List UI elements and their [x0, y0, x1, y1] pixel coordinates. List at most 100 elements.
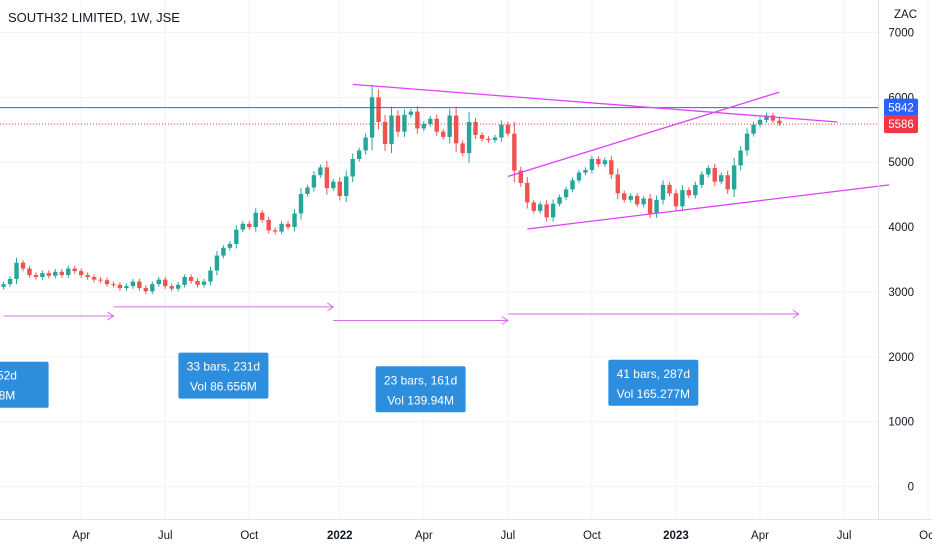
- measure-box: 33 bars, 231d Vol 86.656M: [178, 352, 269, 399]
- measure-box: 252d 58M: [0, 361, 49, 408]
- candle: [499, 120, 504, 142]
- candle-body: [563, 189, 569, 198]
- chart-grid: [0, 0, 929, 519]
- candle-body: [473, 121, 478, 135]
- candle: [770, 112, 776, 124]
- candle-body: [770, 115, 776, 121]
- price-tick-label: 1000: [888, 417, 914, 429]
- candle: [447, 108, 452, 144]
- candle-body: [85, 275, 90, 278]
- candle-body: [725, 175, 730, 190]
- candle-body: [589, 158, 595, 170]
- candle-body: [466, 121, 472, 154]
- candle-body: [124, 286, 129, 289]
- candle: [182, 274, 187, 288]
- candle-body: [531, 202, 536, 211]
- candle-body: [324, 167, 330, 189]
- candle: [719, 172, 724, 185]
- candle: [654, 195, 659, 218]
- candle-body: [408, 111, 414, 115]
- candle: [356, 147, 362, 162]
- candle: [20, 260, 26, 272]
- candle-body: [647, 198, 653, 214]
- candle: [570, 177, 575, 193]
- candle: [221, 245, 226, 259]
- measure-arrow-head: [501, 316, 509, 325]
- measure-box: 23 bars, 161d Vol 139.94M: [375, 366, 466, 413]
- candle-body: [518, 170, 523, 183]
- time-axis[interactable]: Apr Jul Oct 2022 Apr Jul Oct 2023 Apr Jul Oct: [72, 530, 932, 542]
- candle-body: [363, 137, 368, 151]
- measure-box-bars: 23 bars, 161d: [384, 373, 457, 387]
- candle-body: [285, 223, 291, 228]
- candle: [163, 276, 168, 289]
- currency-label: ZAC: [894, 9, 917, 21]
- candle-body: [292, 213, 297, 228]
- time-tick-label: Oct: [240, 530, 259, 542]
- time-tick-label: Oct: [919, 530, 932, 542]
- price-badge: 5586: [884, 115, 918, 134]
- candle: [331, 178, 336, 191]
- candle-body: [706, 168, 711, 175]
- candle: [557, 194, 562, 207]
- candle-body: [221, 247, 226, 256]
- measure-arrow-head: [327, 302, 335, 312]
- candle: [544, 200, 549, 222]
- time-tick-label: Apr: [72, 530, 90, 542]
- measure-arrow: [3, 311, 115, 321]
- candle: [673, 189, 679, 211]
- candle: [318, 164, 323, 178]
- measure-arrow-head: [107, 311, 115, 321]
- measure-arrow: [113, 302, 335, 312]
- candle: [66, 265, 71, 278]
- time-tick-label: 2023: [663, 530, 689, 542]
- candle-body: [175, 284, 181, 289]
- candle: [227, 241, 233, 251]
- candle: [408, 108, 414, 118]
- candle: [492, 134, 498, 143]
- candle-body: [40, 273, 45, 278]
- measure-arrows: [3, 302, 800, 325]
- candle: [777, 117, 782, 126]
- candle-body: [91, 277, 97, 280]
- candle: [764, 112, 769, 123]
- measure-box-bg: [0, 361, 49, 408]
- candle: [563, 186, 569, 200]
- candle: [738, 145, 743, 171]
- candle: [46, 270, 52, 279]
- price-tick-label: 0: [908, 482, 914, 494]
- time-tick-label: Apr: [751, 530, 769, 542]
- candle: [421, 121, 427, 132]
- candle-body: [331, 181, 336, 189]
- candle: [757, 117, 763, 128]
- candle-body: [260, 212, 265, 220]
- candle-body: [59, 271, 64, 276]
- price-badges: 5842 5586: [884, 98, 918, 134]
- measure-box-volume: Vol 165.277M: [617, 387, 690, 401]
- candle: [363, 133, 368, 155]
- candle: [479, 132, 485, 142]
- measure-arrow: [507, 309, 800, 319]
- candle: [628, 193, 633, 203]
- candle: [240, 221, 246, 233]
- time-tick-label: Jul: [158, 530, 173, 542]
- candle-body: [499, 124, 504, 138]
- measure-box-bg: [375, 366, 466, 413]
- candle-body: [764, 115, 769, 121]
- candle-body: [731, 165, 737, 190]
- candle-body: [117, 284, 123, 289]
- price-tick-label: 3000: [888, 287, 914, 299]
- candle-body: [415, 111, 420, 129]
- candle: [350, 153, 355, 182]
- candle-body: [7, 278, 13, 285]
- candle-body: [609, 160, 614, 175]
- candle: [576, 169, 582, 184]
- candle-body: [234, 229, 239, 244]
- candle: [667, 182, 672, 197]
- candle-body: [350, 158, 355, 177]
- candle-body: [14, 262, 19, 279]
- candle-body: [240, 223, 246, 230]
- price-badge: 5842: [884, 98, 918, 117]
